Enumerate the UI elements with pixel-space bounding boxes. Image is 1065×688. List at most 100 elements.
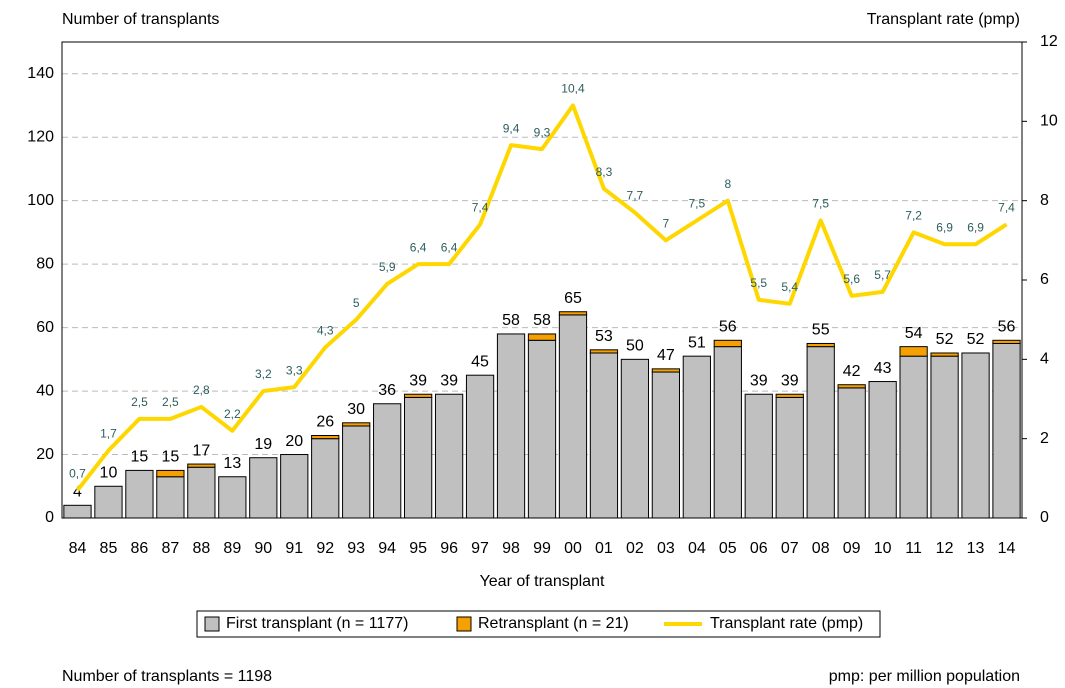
total-label: 42: [843, 363, 861, 380]
x-tick-label: 11: [905, 540, 922, 557]
total-label: 43: [874, 360, 892, 377]
value-label: 6,9: [967, 220, 984, 234]
value-label: 8: [724, 177, 731, 191]
bar: [713, 346, 742, 519]
total-label: 36: [378, 382, 396, 399]
value-label: 5: [353, 296, 360, 310]
y-tick-label: 100: [27, 192, 54, 209]
bar: [63, 504, 92, 519]
x-tick-label: 00: [564, 540, 582, 557]
y2-tick-label: 0: [1040, 509, 1049, 526]
x-tick-label: 87: [161, 540, 179, 557]
x-tick-label: 97: [471, 540, 489, 557]
total-label: 39: [781, 372, 799, 389]
x-tick-label: 95: [409, 540, 427, 557]
y-tick-label: 60: [36, 319, 54, 336]
x-tick-label: 14: [998, 540, 1016, 557]
bar: [806, 346, 835, 519]
bar: [775, 393, 804, 398]
y2-tick-label: 10: [1040, 113, 1058, 130]
x-tick-label: 92: [316, 540, 334, 557]
total-label: 26: [316, 414, 334, 431]
value-label: 2,5: [131, 395, 148, 409]
value-label: 9,3: [534, 125, 551, 139]
total-label: 19: [254, 436, 272, 453]
bar: [342, 422, 371, 427]
x-tick-label: 13: [967, 540, 985, 557]
footnote: pmp: per million population: [829, 668, 1020, 685]
total-label: 50: [626, 338, 644, 355]
bar: [558, 314, 588, 519]
legend-swatch: [204, 616, 220, 632]
x-tick-label: 12: [936, 540, 954, 557]
value-label: 5,9: [379, 260, 396, 274]
value-label: 6,4: [410, 240, 427, 254]
value-label: 3,2: [255, 367, 272, 381]
bar: [682, 355, 711, 519]
x-tick-label: 07: [781, 540, 799, 557]
bar: [342, 425, 371, 519]
bar: [775, 396, 804, 519]
total-label: 56: [719, 319, 737, 336]
total-label: 47: [657, 347, 675, 364]
bar: [187, 463, 216, 468]
x-tick-label: 94: [378, 540, 396, 557]
x-tick-label: 08: [812, 540, 830, 557]
bar: [713, 339, 742, 348]
total-label: 52: [936, 331, 954, 348]
x-tick-label: 89: [223, 540, 241, 557]
value-label: 8,3: [596, 165, 613, 179]
bar: [961, 352, 990, 519]
legend: [196, 610, 881, 638]
x-tick-label: 90: [254, 540, 272, 557]
bar: [527, 339, 557, 519]
legend-swatch: [456, 616, 472, 632]
total-label: 39: [440, 372, 458, 389]
bar: [94, 485, 123, 519]
bar: [620, 358, 650, 519]
value-label: 7,5: [812, 197, 829, 211]
y-tick-label: 140: [27, 65, 54, 82]
total-label: 15: [131, 449, 149, 466]
total-label: 45: [471, 353, 489, 370]
bar: [930, 355, 959, 519]
total-label: 10: [100, 464, 118, 481]
y-tick-label: 40: [36, 382, 54, 399]
value-label: 1,7: [100, 427, 117, 441]
total-label: 4: [73, 484, 82, 501]
bar: [744, 393, 773, 519]
value-label: 5,6: [843, 272, 860, 286]
value-label: 7,2: [905, 209, 922, 223]
value-label: 7,4: [998, 201, 1015, 215]
total-label: 20: [285, 433, 303, 450]
bar: [589, 352, 619, 519]
bar: [311, 434, 340, 440]
bar: [837, 384, 866, 389]
total-label: 54: [905, 325, 923, 342]
total-label: 65: [564, 290, 582, 307]
bar: [249, 457, 278, 519]
x-tick-label: 99: [533, 540, 551, 557]
legend-label: Retransplant (n = 21): [478, 615, 629, 632]
line: [75, 103, 1008, 492]
bar: [465, 374, 495, 519]
value-label: 6,9: [936, 220, 953, 234]
value-label: 10,4: [561, 82, 585, 96]
total-label: 53: [595, 328, 613, 345]
bar: [899, 346, 928, 357]
bar: [156, 476, 185, 519]
value-label: 5,7: [874, 268, 891, 282]
total-label: 39: [750, 372, 768, 389]
x-tick-label: 91: [285, 540, 303, 557]
bar: [899, 355, 928, 519]
value-label: 9,4: [503, 121, 520, 135]
bar: [404, 396, 433, 519]
y2-axis-title: Transplant rate (pmp): [867, 11, 1020, 28]
bar: [992, 339, 1021, 344]
bar: [156, 469, 185, 478]
y2-tick-label: 6: [1040, 271, 1049, 288]
total-label: 13: [223, 455, 241, 472]
y2-tick-label: 2: [1040, 430, 1049, 447]
x-tick-label: 93: [347, 540, 365, 557]
